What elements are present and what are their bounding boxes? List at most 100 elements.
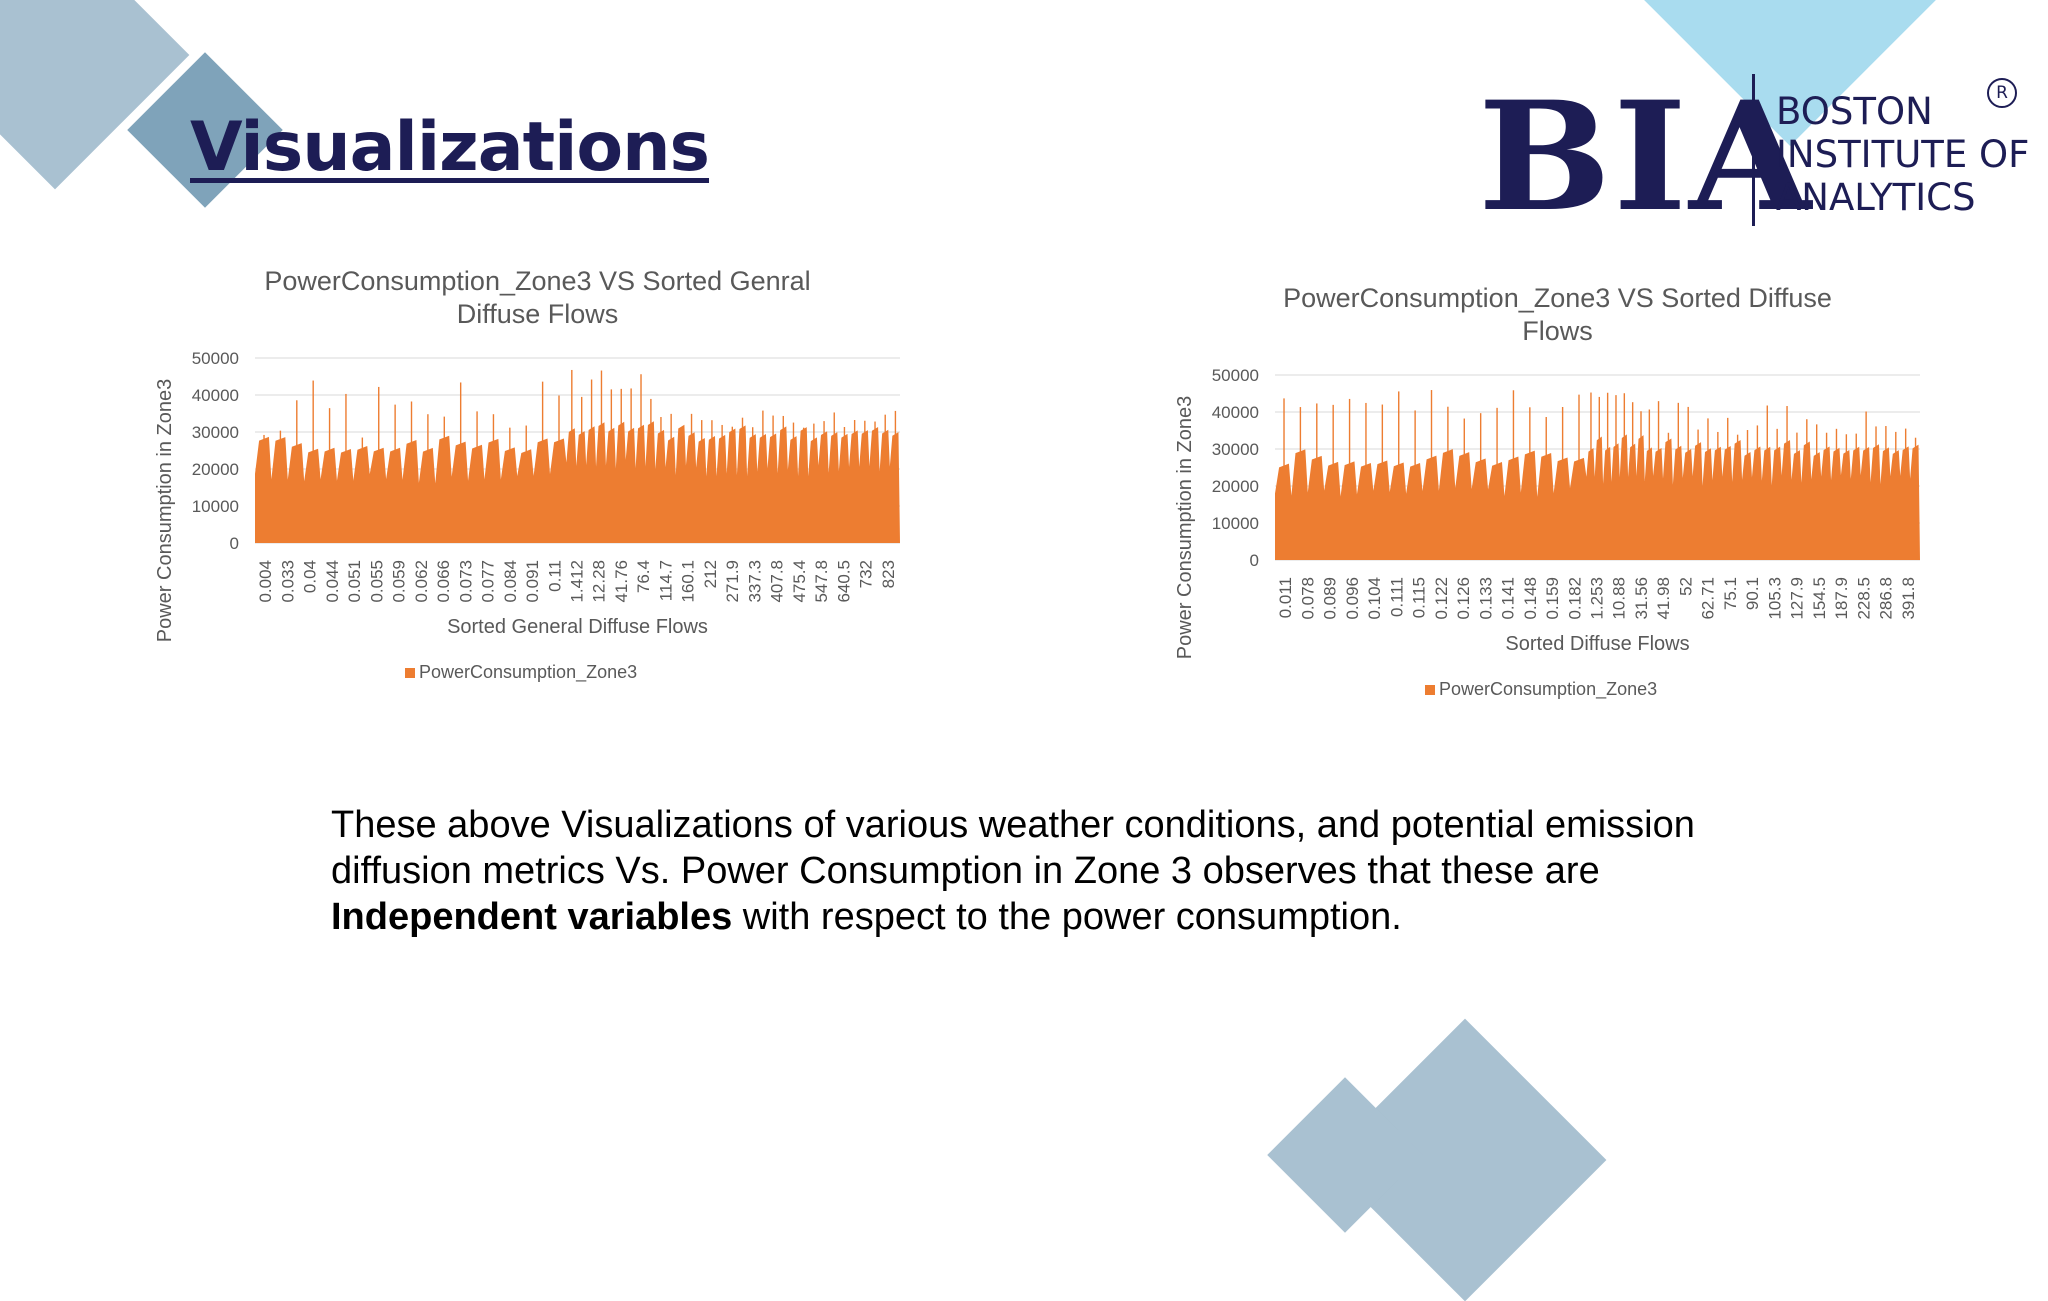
chart-title: Flows	[1522, 316, 1593, 346]
y-tick-label: 50000	[192, 349, 239, 368]
y-tick-label: 30000	[192, 423, 239, 442]
x-tick-label: 0.066	[434, 560, 453, 603]
x-tick-label: 0.077	[479, 560, 498, 603]
registered-icon: R	[1987, 78, 2017, 108]
logo-mark: BIA	[1478, 69, 1814, 245]
x-tick-label: 0.084	[501, 560, 520, 603]
x-tick-label: 1.412	[568, 560, 587, 603]
chart-title: Diffuse Flows	[457, 299, 619, 329]
x-tick-label: 0.126	[1454, 577, 1473, 620]
bia-logo: BIA BOSTON INSTITUTE OF ANALYTICS R	[1470, 70, 2030, 240]
x-tick-label: 90.1	[1743, 577, 1762, 610]
x-tick-label: 105.3	[1765, 577, 1784, 620]
caption-line-2: diffusion metrics Vs. Power Consumption …	[331, 850, 1600, 892]
series-area	[255, 421, 900, 543]
y-tick-label: 10000	[192, 497, 239, 516]
chart-diffuse-flows: PowerConsumption_Zone3 VS Sorted Diffuse…	[1174, 283, 1920, 700]
legend-swatch	[405, 668, 415, 678]
x-tick-label: 0.111	[1387, 577, 1406, 617]
legend-label: PowerConsumption_Zone3	[419, 662, 637, 683]
x-tick-label: 10.88	[1610, 577, 1629, 620]
x-tick-label: 41.76	[612, 560, 631, 603]
x-tick-label: 0.04	[301, 560, 320, 593]
x-tick-label: 0.044	[323, 560, 342, 603]
legend-label: PowerConsumption_Zone3	[1439, 679, 1657, 700]
x-tick-label: 0.148	[1521, 577, 1540, 620]
x-tick-label: 0.055	[367, 560, 386, 603]
x-tick-label: 76.4	[634, 560, 653, 593]
x-tick-label: 0.159	[1543, 577, 1562, 620]
x-tick-label: 0.115	[1410, 577, 1429, 618]
y-tick-label: 30000	[1212, 440, 1259, 459]
x-tick-label: 114.7	[656, 560, 675, 601]
x-tick-label: 640.5	[834, 560, 853, 603]
x-tick-label: 0.091	[523, 560, 542, 603]
y-tick-label: 20000	[192, 460, 239, 479]
x-tick-label: 0.182	[1565, 577, 1584, 620]
series-area	[1275, 434, 1920, 560]
logo-divider	[1752, 74, 1755, 226]
x-tick-label: 160.1	[679, 560, 698, 603]
x-tick-label: 1.253	[1588, 577, 1607, 620]
x-tick-label: 0.133	[1476, 577, 1495, 620]
x-tick-label: 52	[1676, 577, 1695, 596]
y-axis-label: Power Consumption in Zone3	[154, 379, 176, 642]
logo-line-3: ANALYTICS	[1776, 176, 1976, 219]
y-tick-label: 40000	[1212, 403, 1259, 422]
chart-title: PowerConsumption_Zone3 VS Sorted Diffuse	[1283, 283, 1832, 313]
x-tick-label: 187.9	[1832, 577, 1851, 620]
x-tick-label: 0.141	[1499, 577, 1518, 620]
caption-text: These above Visualizations of various we…	[331, 802, 1831, 940]
logo-text: BOSTON INSTITUTE OF ANALYTICS	[1776, 90, 2029, 219]
x-tick-label: 547.8	[812, 560, 831, 603]
legend-swatch	[1425, 685, 1435, 695]
y-tick-label: 0	[230, 534, 239, 553]
x-tick-label: 475.4	[790, 560, 809, 603]
x-tick-label: 0.104	[1365, 577, 1384, 620]
x-tick-label: 0.033	[278, 560, 297, 603]
y-tick-label: 10000	[1212, 514, 1259, 533]
x-tick-label: 0.11	[545, 560, 564, 592]
x-tick-label: 0.078	[1298, 577, 1317, 620]
x-tick-label: 337.3	[745, 560, 764, 603]
x-tick-label: 0.122	[1432, 577, 1451, 620]
x-tick-label: 212	[701, 560, 720, 588]
caption-line-1: These above Visualizations of various we…	[331, 804, 1695, 846]
caption-rest: with respect to the power consumption.	[732, 896, 1402, 938]
x-tick-label: 732	[857, 560, 876, 588]
y-tick-label: 40000	[192, 386, 239, 405]
y-tick-label: 0	[1250, 551, 1259, 570]
x-tick-label: 407.8	[768, 560, 787, 603]
x-tick-label: 228.5	[1854, 577, 1873, 620]
x-tick-label: 0.059	[390, 560, 409, 603]
x-tick-label: 0.004	[256, 560, 275, 603]
x-axis-label: Sorted Diffuse Flows	[1505, 633, 1689, 655]
x-tick-label: 75.1	[1721, 577, 1740, 610]
x-tick-label: 12.28	[590, 560, 609, 603]
x-tick-label: 62.71	[1699, 577, 1718, 620]
x-tick-label: 127.9	[1788, 577, 1807, 620]
x-tick-label: 31.56	[1632, 577, 1651, 620]
caption-bold: Independent variables	[331, 896, 733, 938]
x-tick-label: 0.089	[1321, 577, 1340, 620]
logo-line-2: INSTITUTE OF	[1776, 133, 2030, 176]
chart-title: PowerConsumption_Zone3 VS Sorted Genral	[264, 266, 810, 296]
y-tick-label: 20000	[1212, 477, 1259, 496]
x-axis-label: Sorted General Diffuse Flows	[447, 616, 708, 638]
x-tick-label: 823	[879, 560, 898, 588]
x-tick-label: 0.011	[1276, 577, 1295, 618]
x-tick-label: 154.5	[1810, 577, 1829, 620]
x-tick-label: 0.051	[345, 560, 364, 603]
caption-line-3: Independent variables with respect to th…	[331, 894, 1831, 940]
x-tick-label: 0.062	[412, 560, 431, 603]
chart-general-diffuse-flows: PowerConsumption_Zone3 VS Sorted GenralD…	[154, 266, 900, 683]
x-tick-label: 0.073	[456, 560, 475, 603]
x-tick-label: 41.98	[1654, 577, 1673, 620]
y-axis-label: Power Consumption in Zone3	[1174, 396, 1196, 659]
y-tick-label: 50000	[1212, 366, 1259, 385]
x-tick-label: 0.096	[1343, 577, 1362, 620]
x-tick-label: 286.8	[1877, 577, 1896, 620]
logo-line-1: BOSTON	[1776, 90, 1933, 133]
x-tick-label: 391.8	[1899, 577, 1918, 620]
x-tick-label: 271.9	[723, 560, 742, 603]
